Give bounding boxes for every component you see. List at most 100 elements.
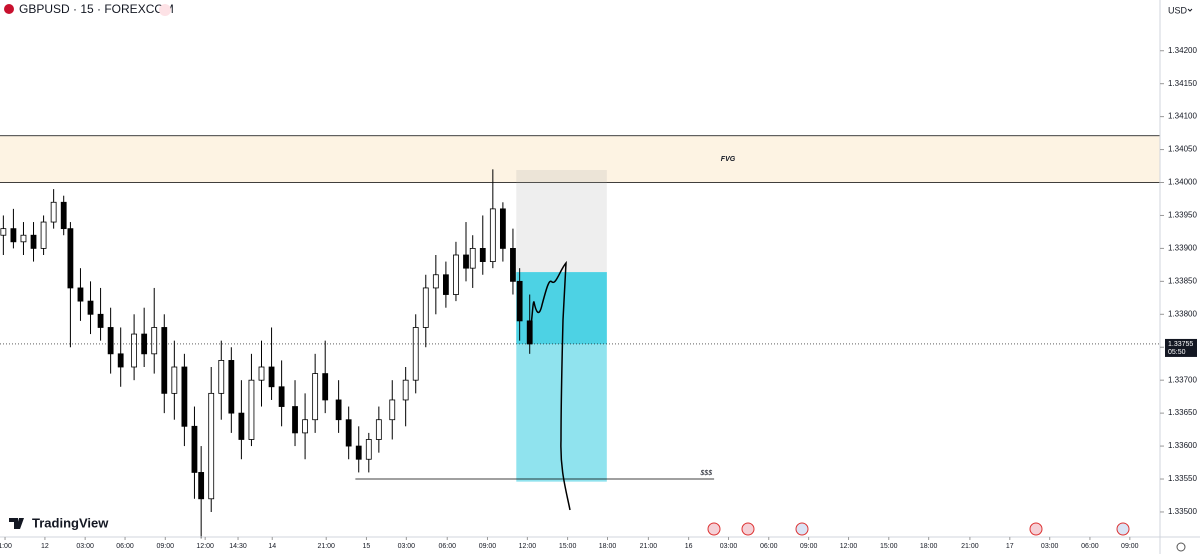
candle-body bbox=[161, 327, 168, 394]
x-tick-label: 21:00 bbox=[961, 543, 979, 550]
candle-body bbox=[335, 399, 342, 421]
candle-body bbox=[67, 228, 74, 289]
event-icon[interactable] bbox=[1116, 522, 1130, 536]
candle-body bbox=[510, 248, 516, 282]
y-tick-label: 1.33650 bbox=[1168, 408, 1197, 417]
candle-body bbox=[469, 248, 476, 269]
x-tick-label: 21:00 bbox=[317, 543, 335, 550]
candle-body bbox=[131, 333, 138, 368]
x-tick-label: 15:00 bbox=[559, 543, 577, 550]
x-tick-label: 09:00 bbox=[157, 543, 175, 550]
candle-body bbox=[208, 392, 215, 500]
y-tick-label: 1.34100 bbox=[1168, 112, 1197, 121]
brand-name: TradingView bbox=[32, 515, 109, 530]
event-icons bbox=[707, 522, 1130, 536]
candle-body bbox=[181, 366, 188, 427]
x-tick-label: 16 bbox=[685, 543, 693, 550]
x-tick-label: 06:00 bbox=[1081, 543, 1099, 550]
x-tick-label: 14:30 bbox=[229, 543, 247, 550]
candle-body bbox=[107, 327, 114, 355]
symbol-flag bbox=[4, 4, 14, 14]
status-badge bbox=[159, 4, 171, 16]
y-tick-label: 1.33950 bbox=[1168, 211, 1197, 220]
y-tick-label: 1.33850 bbox=[1168, 276, 1197, 285]
x-tick-label: 06:00 bbox=[116, 543, 134, 550]
candle-body bbox=[499, 208, 506, 249]
x-tick-label: 15:00 bbox=[880, 543, 898, 550]
x-tick-label: 1:00 bbox=[0, 543, 12, 550]
candle-body bbox=[77, 287, 84, 302]
candle-body bbox=[322, 373, 329, 401]
x-tick-label: 03:00 bbox=[76, 543, 94, 550]
candle-body bbox=[412, 327, 419, 381]
candle-body bbox=[60, 201, 67, 230]
x-tick-label: 12 bbox=[41, 543, 49, 550]
candle-body bbox=[258, 366, 265, 381]
x-tick-label: 03:00 bbox=[398, 543, 416, 550]
event-icon[interactable] bbox=[707, 522, 721, 536]
x-tick-label: 09:00 bbox=[1121, 543, 1139, 550]
candle-body bbox=[50, 201, 57, 223]
fvg-zone bbox=[0, 135, 1160, 183]
candle-body bbox=[432, 274, 439, 289]
candle-body bbox=[87, 300, 94, 315]
x-tick-label: 09:00 bbox=[479, 543, 497, 550]
x-tick-label: 15 bbox=[363, 543, 371, 550]
x-tick-label: 03:00 bbox=[1041, 543, 1059, 550]
candle-body bbox=[20, 234, 27, 243]
y-tick-label: 1.34000 bbox=[1168, 178, 1197, 187]
y-tick-label: 1.33700 bbox=[1168, 375, 1197, 384]
candle-body bbox=[10, 228, 17, 243]
candle-body bbox=[345, 419, 352, 447]
last-price-tag bbox=[1165, 338, 1197, 357]
settings-icon[interactable] bbox=[1176, 542, 1186, 552]
y-tick-label: 1.33550 bbox=[1168, 474, 1197, 483]
candle-body bbox=[442, 274, 449, 295]
x-tick-label: 21:00 bbox=[640, 543, 658, 550]
position-risk bbox=[516, 169, 607, 273]
candle-body bbox=[292, 406, 298, 434]
symbol-title[interactable]: GBPUSD · 15 · FOREXCOM bbox=[19, 2, 174, 16]
hand-drawn-path bbox=[530, 260, 571, 511]
x-tick-label: 06:00 bbox=[760, 543, 778, 550]
y-tick-label: 1.33900 bbox=[1168, 244, 1197, 253]
x-tick-label: 09:00 bbox=[800, 543, 818, 550]
candle-body bbox=[191, 425, 198, 473]
candle-body bbox=[479, 248, 486, 262]
x-tick-label: 18:00 bbox=[920, 543, 938, 550]
y-tick-label: 1.34050 bbox=[1168, 145, 1197, 154]
candle-body bbox=[302, 419, 308, 434]
brand-logo bbox=[9, 518, 24, 529]
candle-body bbox=[402, 379, 409, 401]
y-tick-label: 1.34200 bbox=[1168, 46, 1197, 55]
candle-body bbox=[422, 287, 429, 328]
event-icon[interactable] bbox=[741, 522, 755, 536]
candle-body bbox=[389, 399, 396, 421]
currency[interactable]: USD bbox=[1168, 5, 1188, 15]
candle-body bbox=[40, 221, 47, 249]
candle-body bbox=[453, 254, 459, 295]
candle-body bbox=[248, 379, 255, 440]
candle-body bbox=[526, 320, 533, 345]
event-icon[interactable] bbox=[1029, 522, 1043, 536]
y-tick-label: 1.33600 bbox=[1168, 441, 1197, 450]
candle-body bbox=[355, 445, 362, 460]
candle-body bbox=[238, 412, 245, 440]
y-tick-label: 1.33800 bbox=[1168, 309, 1197, 318]
liquidity-label: $$$ bbox=[699, 470, 712, 477]
candle-body bbox=[516, 280, 523, 322]
candle-body bbox=[117, 353, 124, 368]
candle-body bbox=[268, 366, 275, 388]
event-icon[interactable] bbox=[795, 522, 809, 536]
x-tick-label: 06:00 bbox=[438, 543, 456, 550]
candle-body bbox=[198, 472, 205, 500]
candle-body bbox=[375, 419, 382, 440]
candle-body bbox=[151, 327, 158, 355]
candle-body bbox=[97, 313, 104, 328]
x-tick-label: 14 bbox=[268, 543, 276, 550]
candle-body bbox=[312, 373, 319, 421]
x-tick-label: 18:00 bbox=[599, 543, 617, 550]
candle-body bbox=[463, 254, 469, 269]
candle-body bbox=[218, 360, 225, 394]
